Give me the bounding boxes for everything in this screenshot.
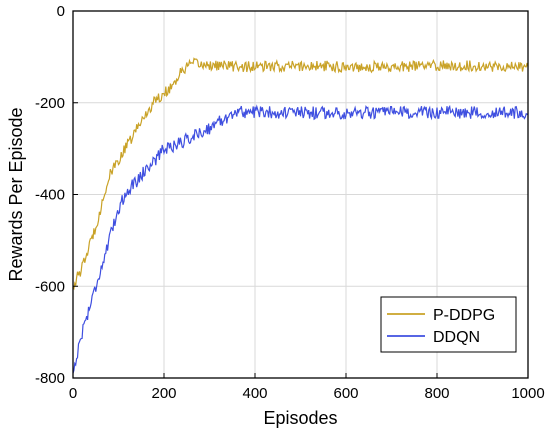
y-tick-label: -800 [35,370,65,387]
x-tick-label: 800 [424,385,449,402]
legend-box [380,296,517,353]
legend-label: P-DDPG [433,307,495,324]
x-tick-label: 200 [151,385,176,402]
legend-label: DDQN [433,329,480,346]
series-line-ddqn [72,104,529,374]
x-axis-label: Episodes [263,408,337,428]
y-tick-label: -600 [35,278,65,295]
x-tick-label: 1000 [511,385,544,402]
y-tick-label: -400 [35,187,65,204]
x-tick-label: 0 [69,385,77,402]
legend: P-DDPG DDQN [380,296,517,353]
axis-ticks: 0 200 400 600 800 1000 0 -200 -400 -600 -800 [35,3,545,402]
y-tick-label: -200 [35,95,65,112]
y-axis-label: Rewards Per Episode [6,107,26,281]
x-tick-label: 400 [242,385,267,402]
x-tick-label: 600 [333,385,358,402]
series-line-p-ddpg [72,57,529,291]
y-tick-label: 0 [57,3,65,20]
